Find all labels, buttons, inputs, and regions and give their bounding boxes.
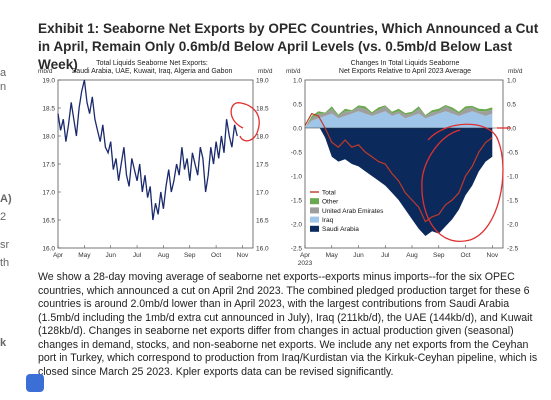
chart2-ylabel-right: mb/d — [508, 68, 523, 75]
chart2-xtick-label: Nov — [487, 252, 499, 259]
chart2-xtick-label: Oct — [460, 252, 470, 259]
legend-label: Other — [322, 199, 339, 206]
chart1-ytick-left: 18.0 — [42, 133, 55, 140]
chart2-xtick-label: May — [326, 252, 339, 259]
chart2-ytick-left: 1.0 — [293, 77, 302, 84]
chart1-xtick-label: Oct — [211, 252, 221, 259]
chart1-ytick-right: 17.0 — [256, 189, 269, 196]
chart2-legend: Total Other United Arab Emirates Iraq Saudi … — [310, 189, 384, 233]
chart1-ytick-right: 18.0 — [256, 133, 269, 140]
chart2-xtick-label: Apr — [300, 252, 311, 259]
chart1-xtick-label: Jun — [105, 252, 116, 259]
chart1-xtick-label: Nov — [237, 252, 249, 259]
chart1-ytick-left: 18.5 — [42, 105, 55, 112]
chart1-ytick-left: 17.0 — [42, 189, 55, 196]
chart1-ylabel-left: mb/d — [38, 68, 53, 75]
chart1-xtick-label: May — [78, 252, 91, 259]
chart1-annotation-circle — [230, 102, 260, 142]
floating-action-button[interactable] — [26, 374, 44, 392]
legend-label: Saudi Arabia — [322, 226, 359, 233]
chart-net-exports: Total Liquids Seaborne Net Exports: Saud… — [38, 60, 273, 259]
legend-label: United Arab Emirates — [322, 208, 384, 215]
legend-swatch — [310, 225, 319, 232]
chart2-xtick-label: Sep — [433, 252, 445, 259]
chart1-ytick-right: 16.5 — [256, 217, 269, 224]
chart1-ylabel-right: mb/d — [258, 68, 273, 75]
chart1-series-line — [57, 79, 238, 221]
legend-label: Iraq — [322, 217, 334, 224]
chart2-ytick-right: -1.5 — [507, 197, 519, 204]
charts-area: Total Liquids Seaborne Net Exports: Saud… — [38, 60, 523, 267]
chart2-ylabel-left: mb/d — [286, 68, 301, 75]
chart2-area-saudi-arabia — [305, 123, 493, 236]
chart2-ytick-right: 1.0 — [507, 77, 516, 84]
chart2-ytick-left: -1.0 — [291, 173, 303, 180]
chart2-ytick-left: -1.5 — [291, 197, 303, 204]
chart1-ytick-right: 16.0 — [256, 245, 269, 252]
edge-glyph-4: 2 — [0, 211, 7, 223]
chart2-ytick-left: -2.5 — [291, 245, 303, 252]
edge-glyph-5: sr — [0, 239, 10, 251]
chart2-ytick-right: 0.5 — [507, 101, 516, 108]
chart2-xtick-year: 2023 — [298, 260, 313, 267]
chart1-xtick-label: Apr — [53, 252, 64, 259]
chart2-ytick-left: -2.0 — [291, 221, 303, 228]
chart2-ytick-right: 0.0 — [507, 125, 516, 132]
legend-label: Total — [322, 189, 336, 196]
chart1-xtick-label: Aug — [158, 252, 170, 259]
chart1-xtick-label: Jul — [133, 252, 142, 259]
legend-swatch — [310, 216, 319, 223]
chart2-xtick-label: Jun — [353, 252, 364, 259]
chart2-title: Changes In Total Liquids Seaborne — [351, 60, 460, 67]
chart2-ytick-left: -0.5 — [291, 149, 303, 156]
chart2-area-other — [305, 105, 493, 128]
chart2-xtick-label: Jul — [381, 252, 390, 259]
edge-glyph-6: th — [0, 257, 10, 269]
chart2-area-iraq — [305, 111, 493, 128]
chart1-ytick-right: 19.0 — [256, 77, 269, 84]
chart2-ytick-left: 0.0 — [293, 125, 302, 132]
edge-glyph-2: n — [0, 81, 7, 93]
chart1-xtick-label: Sep — [184, 252, 196, 259]
chart-change-vs-april: Changes In Total Liquids Seaborne Net Ex… — [286, 60, 523, 267]
chart2-annotation-circle — [421, 123, 504, 242]
chart2-total-line — [304, 112, 493, 223]
chart1-title: Total Liquids Seaborne Net Exports: — [96, 60, 208, 67]
exhibit-title: Exhibit 1: Seaborne Net Exports by OPEC … — [38, 21, 539, 72]
chart2-subtitle: Net Exports Relative to April 2023 Avera… — [339, 68, 471, 75]
chart1-ytick-left: 19.0 — [42, 77, 55, 84]
chart1-ytick-left: 17.5 — [42, 161, 55, 168]
legend-swatch — [310, 198, 319, 205]
exhibit-description: We show a 28-day moving average of seabo… — [38, 271, 538, 378]
chart2-ytick-right: -2.0 — [507, 221, 519, 228]
edge-glyph-7: k — [0, 337, 7, 349]
edge-glyph-1: a — [0, 67, 7, 79]
chart2-ytick-right: -1.0 — [507, 173, 519, 180]
chart1-ytick-right: 17.5 — [256, 161, 269, 168]
edge-glyph-3: A) — [0, 193, 12, 205]
chart1-ytick-left: 16.0 — [42, 245, 55, 252]
chart1-ytick-left: 16.5 — [42, 217, 55, 224]
chart1-subtitle: Saudi Arabia, UAE, Kuwait, Iraq, Algeria… — [72, 68, 233, 75]
chart2-ytick-right: -0.5 — [507, 149, 519, 156]
chart2-area-uae — [305, 106, 493, 128]
chart2-ytick-right: -2.5 — [507, 245, 519, 252]
chart1-ytick-right: 18.5 — [256, 105, 269, 112]
legend-swatch — [310, 207, 319, 214]
chart2-ytick-left: 0.5 — [293, 101, 302, 108]
chart2-xtick-label: Aug — [406, 252, 418, 259]
